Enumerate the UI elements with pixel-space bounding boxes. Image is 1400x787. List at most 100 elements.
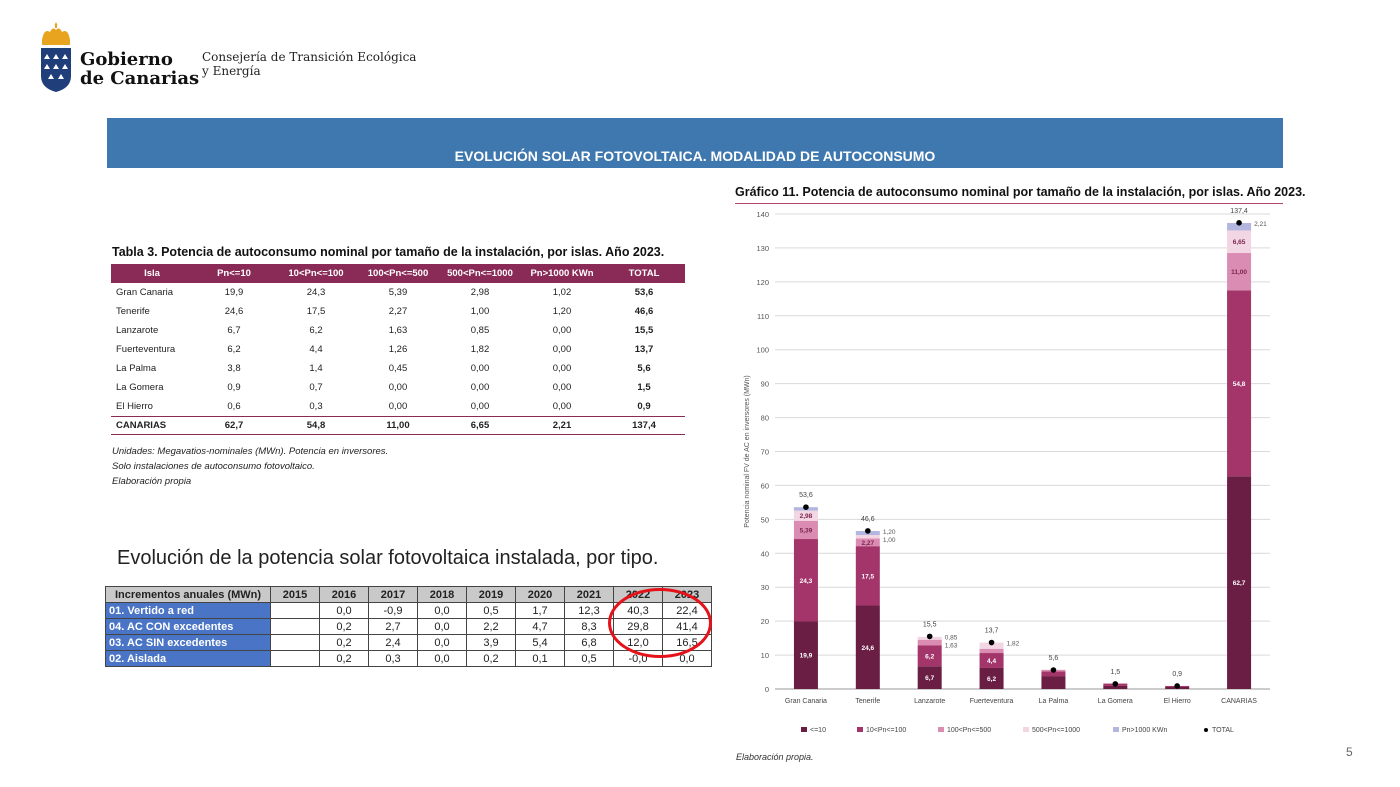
bar-segment xyxy=(979,667,1004,689)
table3: Isla Pn<=10 10<Pn<=100 100<Pn<=500 500<P… xyxy=(111,264,685,435)
bar-segment xyxy=(855,535,880,539)
data-label: 5,39 xyxy=(800,527,813,534)
table3-cell: Fuerteventura xyxy=(116,344,176,355)
table3-cell: 17,5 xyxy=(306,306,326,317)
brand-line-2: de Canarias xyxy=(80,68,200,89)
chart-source: Elaboración propia. xyxy=(736,752,814,762)
year-header: 2015 xyxy=(270,586,320,603)
data-label: 24,3 xyxy=(800,578,813,585)
side-data-label: 1,63 xyxy=(945,642,958,649)
table3-cell: 46,6 xyxy=(634,306,654,317)
bar-segment xyxy=(917,666,942,689)
table3-cell: 0,00 xyxy=(388,382,408,393)
department-line-2: y Energía xyxy=(202,64,261,78)
evolution-cell: 0,0 xyxy=(417,618,467,635)
data-label: 2,27 xyxy=(861,540,874,547)
table3-row: Fuerteventura 6,2 4,4 1,26 1,82 0,00 13,7 xyxy=(111,340,685,359)
evolution-cell: 0,5 xyxy=(466,602,516,619)
table3-row: Tenerife 24,6 17,5 2,27 1,00 1,20 46,6 xyxy=(111,302,685,321)
y-tick-label: 70 xyxy=(761,448,769,457)
y-axis-label: Potencia nominal FV de AC en inversores … xyxy=(744,375,751,528)
x-tick-label: La Palma xyxy=(1039,698,1069,705)
bar-segment xyxy=(1227,222,1252,231)
evolution-cell: 5,4 xyxy=(515,634,565,651)
table3-cell: 0,85 xyxy=(470,325,490,336)
y-tick-label: 100 xyxy=(756,346,769,355)
data-label: 6,2 xyxy=(987,676,996,683)
stacked-bar-chart: 0 10 20 30 40 50 60 70 80 90 100 110 120 130 140 Potenc… xyxy=(744,208,1270,734)
table3-cell: 0,00 xyxy=(552,363,572,374)
table3-cell: 2,27 xyxy=(388,306,408,317)
table3-cell: 15,5 xyxy=(634,325,654,336)
total-marker xyxy=(1050,667,1057,673)
table3-header: 100<Pn<=500 xyxy=(357,264,439,283)
chart-title-rule xyxy=(735,203,1283,204)
table3-header: Pn<=10 xyxy=(193,264,275,283)
y-tick-label: 120 xyxy=(756,278,769,287)
bar-segment xyxy=(1227,290,1252,477)
side-data-label: 0,85 xyxy=(945,634,958,641)
total-label: 53,6 xyxy=(799,492,813,499)
legend-label: 10<Pn<=100 xyxy=(866,727,906,734)
evolution-cell: 12,3 xyxy=(564,602,614,619)
evolution-cell: 2,7 xyxy=(368,618,418,635)
data-label: 4,4 xyxy=(987,658,996,665)
y-tick-label: 130 xyxy=(756,244,769,253)
table3-cell: 6,65 xyxy=(439,416,521,435)
evolution-cell: 0,0 xyxy=(417,602,467,619)
table3-cell: 1,02 xyxy=(552,287,572,298)
legend-label: 500<Pn<=1000 xyxy=(1032,727,1080,734)
table3-cell: 5,6 xyxy=(637,363,651,374)
table3-cell: 0,9 xyxy=(227,382,241,393)
evolution-body: 01. Vertido a red 0,0 -0,9 0,0 0,5 1,7 12,3 40,… xyxy=(105,602,712,667)
evolution-cell: 3,9 xyxy=(466,634,516,651)
table3-cell: 0,00 xyxy=(552,344,572,355)
table3-title: Tabla 3. Potencia de autoconsumo nominal… xyxy=(112,245,665,259)
evolution-cell: 8,3 xyxy=(564,618,614,635)
legend-swatch xyxy=(857,727,863,732)
data-label: 19,9 xyxy=(800,653,813,660)
table3-cell: 24,6 xyxy=(224,306,244,317)
table3-body: Gran Canaria 19,9 24,3 5,39 2,98 1,02 53,6 Tene… xyxy=(111,283,685,435)
table3-cell: 1,20 xyxy=(552,306,572,317)
bar-segment xyxy=(793,621,818,689)
table3-cell: 54,8 xyxy=(275,416,357,435)
legend-swatch xyxy=(1023,727,1029,732)
table3-cell: 0,00 xyxy=(470,401,490,412)
table3-cell: 0,00 xyxy=(470,363,490,374)
bar-segment xyxy=(917,639,942,646)
y-tick-label: 30 xyxy=(761,583,769,592)
year-header: 2018 xyxy=(417,586,467,603)
table3-cell: 137,4 xyxy=(603,416,685,435)
y-tick-label: 60 xyxy=(761,481,769,490)
bar-segment xyxy=(1227,230,1252,254)
evolution-cell xyxy=(270,618,320,635)
year-header: 2019 xyxy=(466,586,516,603)
table3-row: La Palma 3,8 1,4 0,45 0,00 0,00 5,6 xyxy=(111,359,685,378)
title-banner: EVOLUCIÓN SOLAR FOTOVOLTAICA. MODALIDAD … xyxy=(107,118,1283,168)
y-tick-label: 110 xyxy=(757,312,769,321)
y-tick-label: 80 xyxy=(761,414,769,423)
table3-cell: Gran Canaria xyxy=(116,287,174,298)
total-marker xyxy=(1112,681,1119,687)
table3-cell: Lanzarote xyxy=(116,325,159,336)
table3-cell: CANARIAS xyxy=(111,416,193,435)
evolution-cell: 0,5 xyxy=(564,650,614,667)
evolution-row-label: 01. Vertido a red xyxy=(105,602,271,619)
department-name: Consejería de Transición Ecológica y Ene… xyxy=(202,50,416,78)
table3-cell: 62,7 xyxy=(193,416,275,435)
table3-cell: 0,7 xyxy=(309,382,323,393)
y-tick-label: 20 xyxy=(761,617,769,626)
total-label: 0,9 xyxy=(1172,671,1182,678)
year-header: 2017 xyxy=(368,586,418,603)
y-tick-label: 40 xyxy=(761,549,769,558)
evolution-cell: 0,0 xyxy=(417,650,467,667)
gobierno-logo: Gobierno de Canarias xyxy=(38,20,199,94)
total-marker xyxy=(1236,220,1242,226)
table3-notes: Unidades: Megavatios-nominales (MWn). Po… xyxy=(112,444,388,489)
bar-segment xyxy=(1103,685,1128,689)
total-label: 1,5 xyxy=(1110,669,1120,676)
legend-swatch xyxy=(801,727,807,732)
year-header: 2016 xyxy=(319,586,369,603)
evolution-cell: 6,8 xyxy=(564,634,614,651)
